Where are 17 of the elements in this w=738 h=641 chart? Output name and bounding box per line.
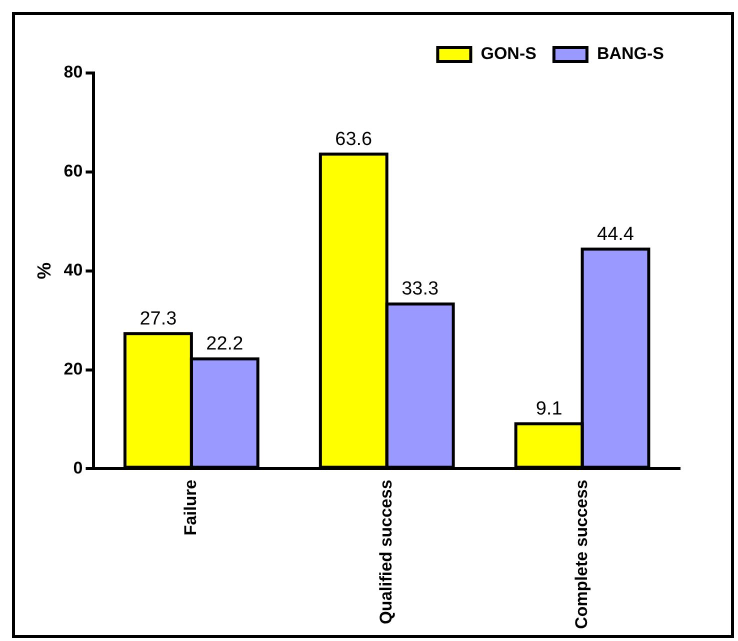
legend-label: BANG-S [596, 44, 664, 64]
x-tick-label: Qualified success [376, 480, 396, 624]
y-tick-label: 60 [64, 162, 83, 181]
data-label: 9.1 [536, 398, 562, 420]
y-tick-label: 80 [64, 62, 83, 82]
y-tick-label: 0 [73, 458, 83, 478]
data-label: 63.6 [335, 128, 372, 150]
x-tick-label: Failure [181, 480, 200, 536]
y-tick-label: 20 [64, 359, 83, 378]
data-label: 44.4 [597, 224, 634, 245]
x-tick-label: Complete success [572, 480, 591, 630]
legend-label: GON-S [480, 44, 536, 64]
y-axis-title: % [34, 262, 56, 280]
data-label: 22.2 [206, 334, 244, 355]
y-tick-label: 40 [64, 260, 83, 280]
data-label: 33.3 [402, 278, 439, 300]
data-label: 27.3 [140, 308, 177, 330]
